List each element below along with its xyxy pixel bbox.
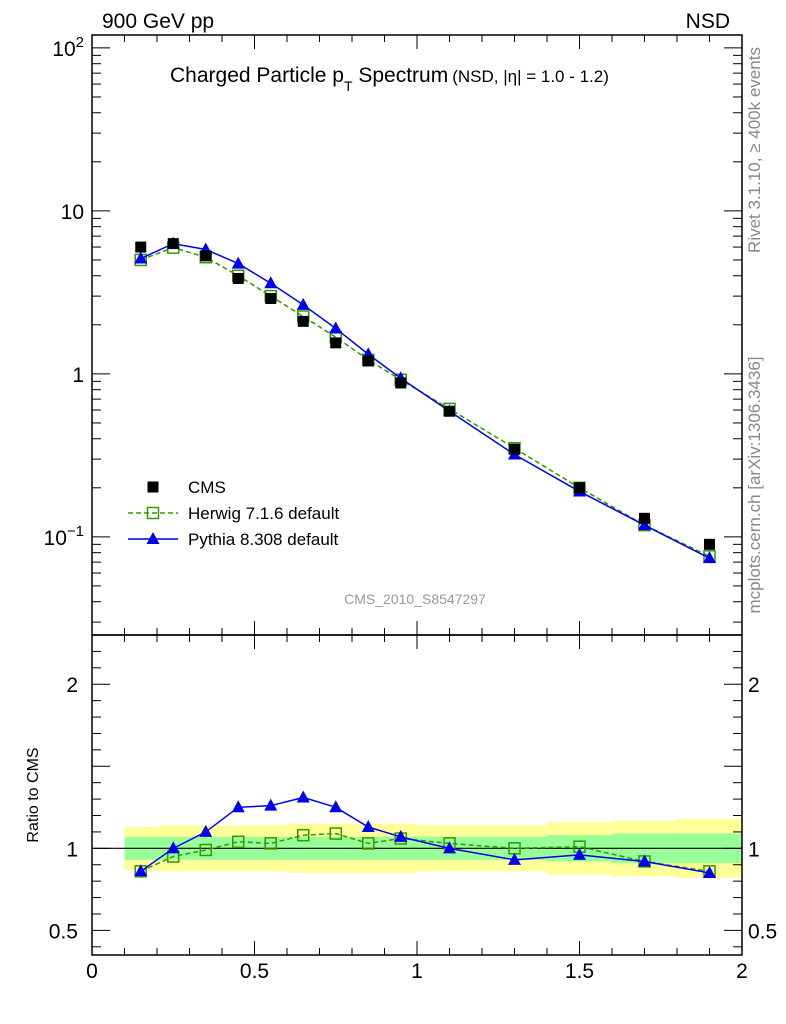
spectrum-panel: 10−1 1 10 102 Charged Particle pT Spectrum(… [44,34,743,636]
cms-main-point [167,238,179,250]
cms-main-point [639,512,650,524]
herwig-ratio-point [297,828,310,842]
legend: CMS Herwig 7.1.6 default Pythia 8.308 defa… [128,478,339,549]
cms-main-point [297,315,309,327]
pythia-main-point [264,276,278,289]
legend-label: CMS [188,478,226,497]
pythia-main-point [329,321,343,334]
y-tick-label-right: 1 [748,838,760,861]
cms-main-point [330,337,342,349]
cms-main-point [135,241,147,253]
y-tick-label: 2 [66,674,78,697]
y-tick-label: 1 [66,838,78,861]
y-tick-label: 0.5 [49,920,78,943]
legend-marker [146,532,160,544]
main-axis-ticks [91,35,743,635]
ratio-series-layer [134,790,716,878]
x-tick-label: 2 [736,960,748,983]
y-tick-label: 10−1 [44,523,84,550]
pythia-ratio-point [703,865,716,878]
pythia-ratio-point [638,854,651,867]
pythia-main-point [703,551,716,564]
ratio-axis-ticks [91,635,743,955]
ratio-panel: 0.5 0.5 1 1 2 2 Ratio to CMS 0 0.5 1 1.5 2 [25,634,777,983]
main-y-tick-labels: 10−1 1 10 102 [44,34,84,550]
chart-title: Charged Particle pT Spectrum (NSD, |η| = … [170,64,609,94]
pythia-main-point [296,297,310,310]
y-tick-label-right: 0.5 [748,920,777,943]
x-tick-labels: 0 0.5 1 1.5 2 [86,960,748,983]
cms-main-point [265,293,277,305]
process-label: NSD [686,10,730,33]
cms-main-point [232,272,244,284]
x-tick-label: 1.5 [565,960,594,983]
analysis-id-label: CMS_2010_S8547297 [344,591,486,607]
cms-main-point [395,377,407,389]
pythia-ratio-point [394,829,408,842]
pythia-ratio-point [231,800,245,813]
pythia-ratio-point [573,847,586,860]
cms-main-point [704,538,715,550]
x-tick-label: 0 [86,960,98,983]
y-tick-label: 1 [72,364,84,387]
mcplots-source-label: mcplots.cern.ch [arXiv:1306.3436] [745,356,764,613]
pythia-main-point [134,251,148,264]
pythia-ratio-point [443,841,456,854]
x-tick-label: 1 [411,960,423,983]
pythia-ratio-point [361,820,375,832]
pythia-ratio-point [329,800,343,813]
herwig-ratio-point [362,837,375,850]
cms-main-point [444,405,455,417]
legend-label: Pythia 8.308 default [188,530,339,549]
pythia-ratio-line [140,796,710,874]
pythia-ratio-point [166,841,180,854]
y-tick-label: 10 [61,201,84,224]
cms-main-point [200,250,212,262]
rivet-version-label: Rivet 3.1.10, ≥ 400k events [745,47,764,253]
pythia-ratio-point [264,798,278,811]
herwig-ratio-point [264,837,277,850]
herwig-ratio-point [232,835,245,849]
pythia-ratio-point [296,790,310,803]
legend-marker [146,506,160,520]
legend-marker [147,481,159,493]
legend-label: Herwig 7.1.6 default [188,504,339,523]
cms-main-point [509,443,520,455]
ratio-plot-frame [91,634,743,956]
cms-main-point [574,482,585,494]
y-tick-label: 102 [52,34,84,61]
cms-main-point [362,355,374,367]
pythia-ratio-point [199,824,213,837]
ratio-y-axis-label: Ratio to CMS [25,747,42,842]
main-series-layer [134,236,716,564]
ratio-y-tick-labels: 0.5 0.5 1 1 2 2 [49,674,777,943]
pythia-ratio-point [508,852,521,865]
herwig-ratio-point [329,827,342,840]
herwig-ratio-point [199,843,212,857]
x-tick-label: 0.5 [240,960,269,983]
collision-energy-label: 900 GeV pp [102,10,214,33]
y-tick-label-right: 2 [748,674,760,697]
pythia-main-point [638,518,651,531]
pythia-main-point [231,256,245,269]
pythia-ratio-point [134,864,148,877]
